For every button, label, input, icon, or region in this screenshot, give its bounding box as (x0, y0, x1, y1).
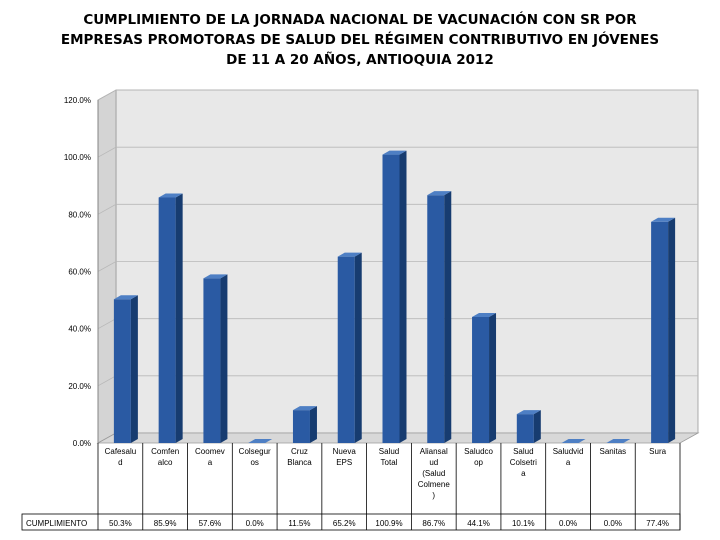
bar (337, 256, 355, 443)
bar-top (516, 410, 541, 415)
x-category-label: Coomev (195, 447, 225, 456)
bar-side (399, 150, 407, 443)
x-category-label: Colsetri (510, 458, 537, 467)
y-tick-label: 80.0% (68, 210, 91, 219)
chart-title-line-3: DE 11 A 20 AÑOS, ANTIOQUIA 2012 (226, 52, 494, 68)
y-tick-label: 100.0% (64, 153, 91, 162)
bar-side (309, 406, 317, 443)
table-value-cell: 86.7% (422, 519, 445, 528)
x-category-label: Cafesalu (105, 447, 137, 456)
table-value-cell: 44.1% (467, 519, 490, 528)
bar (158, 197, 176, 443)
y-tick-label: 20.0% (68, 382, 91, 391)
x-category-label: os (250, 458, 258, 467)
x-category-label: Sura (649, 447, 666, 456)
bar-side (444, 191, 452, 443)
x-category-label: Cruz (291, 447, 308, 456)
bar-side (130, 295, 138, 443)
table-value-cell: 57.6% (199, 519, 222, 528)
bar-top (337, 252, 362, 257)
chart-title-line-1: CUMPLIMIENTO DE LA JORNADA NACIONAL DE V… (83, 12, 637, 28)
x-category-label: Saludvid (553, 447, 584, 456)
table-value-cell: 85.9% (154, 519, 177, 528)
bar (382, 154, 400, 443)
bar-top (651, 217, 676, 222)
bar-top (158, 193, 183, 198)
bar-top (203, 274, 228, 279)
x-category-label: a (566, 458, 571, 467)
x-category-label: Salud (513, 447, 533, 456)
bar-top (113, 295, 138, 300)
bar-top (382, 150, 407, 155)
bar (203, 278, 221, 443)
x-category-label: Colmene (418, 480, 451, 489)
x-category-label: Aliansal (420, 447, 448, 456)
x-category-label: Total (381, 458, 398, 467)
x-category-label: d (118, 458, 122, 467)
chart-title-line-2: EMPRESAS PROMOTORAS DE SALUD DEL RÉGIMEN… (60, 32, 660, 48)
table-value-cell: 65.2% (333, 519, 356, 528)
gridline (97, 146, 698, 158)
gridline (97, 89, 698, 101)
table-value-cell: 77.4% (646, 519, 669, 528)
x-category-label: Salud (379, 447, 399, 456)
bar (427, 195, 445, 443)
table-value-cell: 0.0% (246, 519, 264, 528)
bar-side (220, 274, 228, 443)
x-category-label: op (474, 458, 483, 467)
x-category-label: Sanitas (600, 447, 627, 456)
x-category-label: a (521, 469, 526, 478)
x-category-label: Colsegur (239, 447, 271, 456)
bar-side (489, 312, 497, 443)
bar-top (248, 439, 273, 443)
bar-top (292, 406, 317, 411)
y-tick-label: 0.0% (73, 439, 91, 448)
bar (292, 410, 310, 443)
x-category-label: ud (429, 458, 438, 467)
y-tick-label: 120.0% (64, 96, 91, 105)
bar-side (533, 410, 541, 443)
bar-top (472, 312, 497, 317)
table-row-label: CUMPLIMIENTO (26, 519, 87, 528)
x-category-label: Blanca (287, 458, 312, 467)
bar (113, 299, 131, 443)
bar-top (561, 439, 586, 443)
bar (472, 316, 490, 443)
x-category-label: Saludco (464, 447, 493, 456)
table-value-cell: 10.1% (512, 519, 535, 528)
table-value-cell: 11.5% (288, 519, 310, 528)
x-category-label: (Salud (422, 469, 445, 478)
bar-side (668, 217, 676, 443)
bar (516, 414, 534, 443)
bar-side (354, 252, 362, 443)
table-value-cell: 100.9% (375, 519, 402, 528)
bar-top (606, 439, 631, 443)
gridline (97, 203, 698, 215)
x-category-label: ) (432, 491, 435, 500)
table-value-cell: 50.3% (109, 519, 132, 528)
x-category-label: Comfen (151, 447, 179, 456)
y-tick-label: 60.0% (68, 268, 91, 277)
bar (651, 221, 669, 443)
table-value-cell: 0.0% (559, 519, 577, 528)
gridline (97, 261, 698, 272)
x-category-label: Nueva (333, 447, 357, 456)
table-value-cell: 0.0% (604, 519, 622, 528)
x-category-label: alco (158, 458, 173, 467)
y-tick-label: 40.0% (68, 325, 91, 334)
x-category-label: a (208, 458, 213, 467)
chart-title: CUMPLIMIENTO DE LA JORNADA NACIONAL DE V… (40, 10, 680, 70)
bar-top (427, 191, 452, 196)
x-category-label: EPS (336, 458, 352, 467)
bar-side (175, 193, 183, 443)
